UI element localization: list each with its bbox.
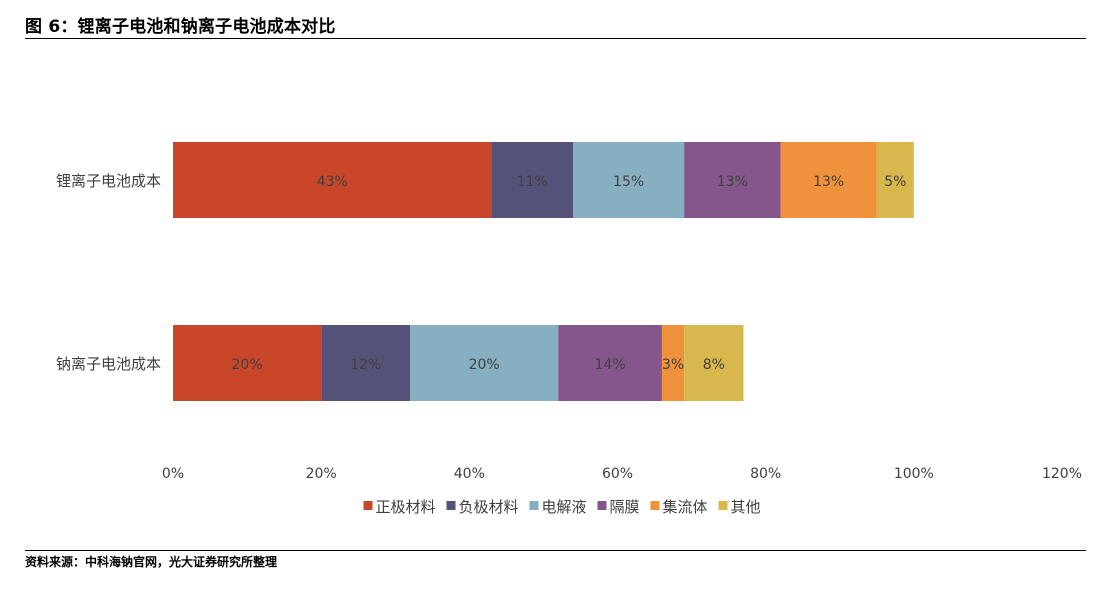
x-tick-label: 80%: [750, 466, 781, 482]
source-note: 资料来源：中科海钠官网，光大证券研究所整理: [25, 555, 278, 569]
bar-segment: [573, 142, 685, 218]
legend-swatch: [718, 501, 728, 510]
data-label: 14%: [595, 357, 626, 373]
legend-label: 其他: [731, 498, 761, 516]
legend-swatch: [597, 501, 607, 510]
legend-label: 电解液: [542, 498, 587, 516]
legend-label: 集流体: [663, 498, 708, 516]
bar-segment: [321, 325, 411, 401]
bar-segment: [876, 142, 914, 218]
data-label: 20%: [232, 357, 263, 373]
bar-segment: [661, 325, 685, 401]
data-label: 5%: [884, 174, 906, 190]
x-tick-label: 20%: [306, 466, 337, 482]
x-tick-label: 100%: [894, 466, 934, 482]
legend-swatch: [529, 501, 539, 510]
bar-segment: [684, 325, 744, 401]
legend-label: 正极材料: [376, 498, 436, 516]
data-label: 13%: [717, 174, 748, 190]
x-tick-label: 120%: [1042, 466, 1082, 482]
bar-segment: [410, 325, 559, 401]
data-label: 43%: [317, 174, 348, 190]
category-label: 钠离子电池成本: [56, 355, 161, 373]
legend-label: 负极材料: [459, 498, 519, 516]
x-tick-label: 60%: [602, 466, 633, 482]
bar-segment: [173, 142, 492, 218]
data-label: 8%: [703, 357, 725, 373]
bar-segment: [684, 142, 781, 218]
bar-segment: [780, 142, 877, 218]
x-tick-label: 0%: [162, 466, 184, 482]
legend-label: 隔膜: [610, 498, 640, 516]
x-tick-label: 40%: [454, 466, 485, 482]
data-label: 15%: [613, 174, 644, 190]
data-label: 12%: [350, 357, 381, 373]
source-rule: [25, 550, 1086, 551]
title-rule: [25, 38, 1086, 39]
data-label: 3%: [662, 357, 684, 373]
category-label: 锂离子电池成本: [56, 172, 161, 190]
figure-title: 图 6：锂离子电池和钠离子电池成本对比: [25, 17, 336, 37]
bar-segment: [491, 142, 574, 218]
legend-swatch: [650, 501, 660, 510]
bar-segment: [173, 325, 322, 401]
data-label: 20%: [469, 357, 500, 373]
data-label: 11%: [517, 174, 548, 190]
legend-swatch: [446, 501, 456, 510]
data-label: 13%: [813, 174, 844, 190]
legend-swatch: [363, 501, 373, 510]
bar-segment: [558, 325, 662, 401]
